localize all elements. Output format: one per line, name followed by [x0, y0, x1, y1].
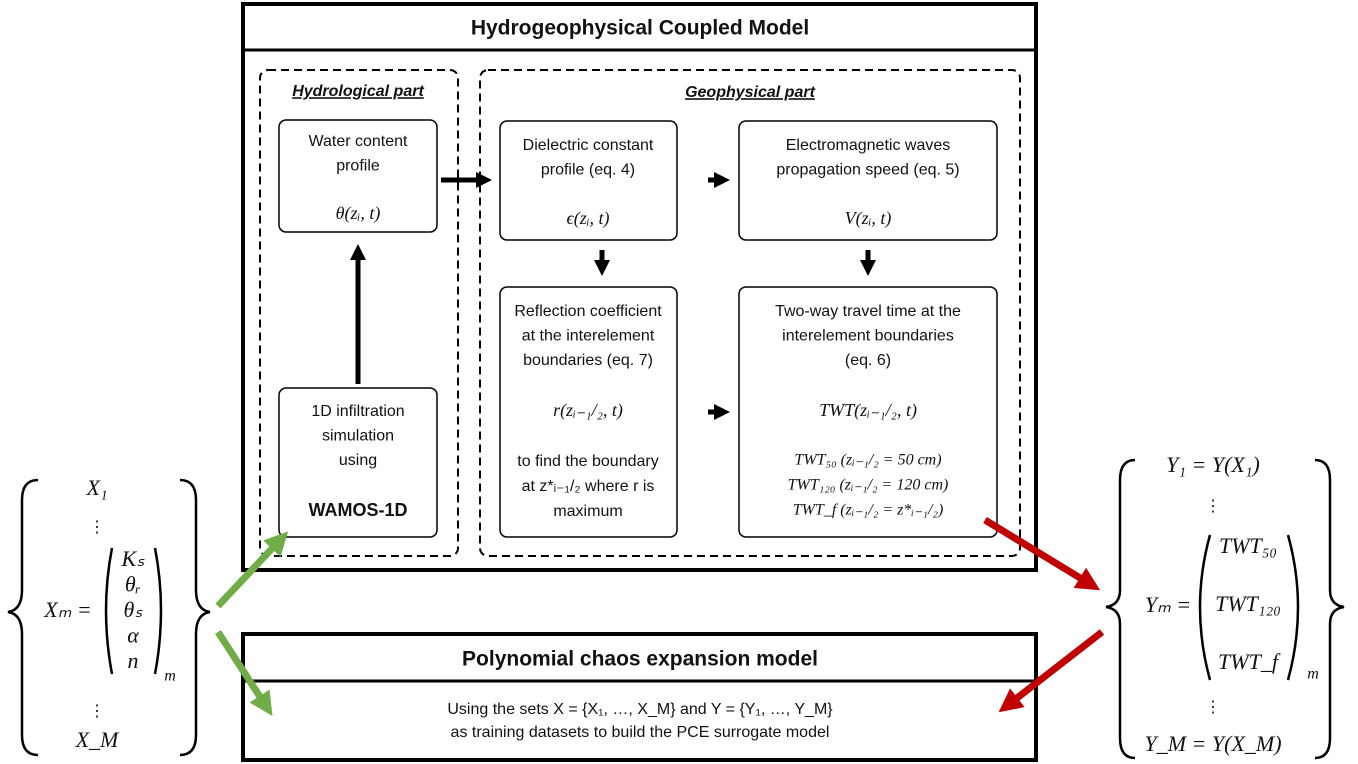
node-emphasis: WAMOS-1D	[309, 500, 408, 520]
node-text: 1D infiltration	[311, 403, 404, 420]
paren	[104, 547, 114, 675]
node-box	[278, 387, 438, 538]
node-note: TWT₅₀ (zᵢ₋₁/₂ = 50 cm)	[794, 452, 941, 469]
node-text: boundaries (eq. 7)	[523, 352, 653, 369]
node-box	[499, 120, 678, 241]
node-note: at z*ᵢ₋₁/₂ where r is	[522, 478, 655, 495]
ellipsis: ⋮	[89, 703, 105, 720]
set-item: X₁	[85, 475, 107, 500]
set-item: Y₁ = Y(X₁)	[1166, 452, 1260, 477]
node-box	[738, 286, 998, 538]
diagram-title: Hydrogeophysical Coupled Model	[471, 17, 809, 40]
vector-index: m	[1307, 666, 1319, 683]
paren	[1286, 534, 1300, 681]
left-brace	[7, 478, 39, 757]
vector-entry: TWT₅₀	[1219, 533, 1277, 558]
node-text: propagation speed (eq. 5)	[776, 162, 959, 179]
ellipsis: ⋮	[1205, 498, 1221, 515]
shapes	[7, 2, 1345, 762]
node-text: Reflection coefficient	[514, 303, 662, 320]
pce-text: Using the sets X = {X₁, …, X_M} and Y = …	[447, 701, 833, 718]
vector-entry: α	[127, 623, 139, 648]
pce-frame	[241, 632, 1038, 762]
vector-entry: n	[128, 648, 139, 673]
node-formula: r(zᵢ₋₁/₂, t)	[553, 400, 623, 421]
node-formula: ϵ(zᵢ, t)	[566, 208, 609, 229]
node-text: interelement boundaries	[782, 328, 954, 345]
node-text: Two-way travel time at the	[775, 303, 961, 320]
set-member: Xₘ =	[43, 597, 92, 622]
ellipsis: ⋮	[89, 519, 105, 536]
pce-title: Polynomial chaos expansion model	[462, 648, 818, 671]
group-label: Hydrological part	[292, 83, 424, 100]
vector-index: m	[164, 668, 176, 685]
pce-text: as training datasets to build the PCE su…	[451, 724, 830, 741]
red-arrow	[983, 517, 1101, 591]
node-formula: TWT(zᵢ₋₁/₂, t)	[819, 400, 917, 421]
red-arrow	[998, 629, 1105, 713]
node-box	[278, 119, 438, 233]
vector-entry: TWT₁₂₀	[1215, 591, 1281, 616]
node-note: to find the boundary	[517, 453, 658, 470]
node-text: Water content	[308, 133, 408, 150]
vector-entry: Kₛ	[121, 546, 146, 571]
green-arrow	[215, 630, 273, 716]
node-note: TWT₁₂₀ (zᵢ₋₁/₂ = 120 cm)	[788, 477, 949, 494]
vector-entry: θᵣ	[125, 572, 141, 597]
node-note: TWT_f (zᵢ₋₁/₂ = z*ᵢ₋₁/₂)	[793, 502, 944, 519]
node-text: (eq. 6)	[845, 352, 891, 369]
node-formula: θ(zᵢ, t)	[336, 203, 381, 224]
paren	[1198, 534, 1212, 681]
vector-entry: θₛ	[123, 597, 143, 622]
node-text: simulation	[322, 428, 394, 445]
node-formula: V(zᵢ, t)	[845, 208, 892, 229]
node-box	[499, 286, 678, 538]
node-text: at the interelement	[522, 328, 655, 345]
hydrological-group	[259, 69, 459, 557]
geophysical-group	[479, 69, 1021, 557]
node-text: profile	[336, 158, 380, 175]
paren	[153, 547, 163, 675]
set-member: Yₘ =	[1145, 592, 1191, 617]
group-label: Geophysical part	[685, 84, 815, 101]
right-brace	[1314, 458, 1345, 760]
left-brace	[1105, 458, 1136, 760]
set-item: Y_M = Y(X_M)	[1144, 731, 1281, 756]
set-item: X_M	[75, 727, 120, 752]
right-brace	[179, 478, 211, 757]
node-text: Electromagnetic waves	[786, 137, 951, 154]
green-arrow	[215, 531, 289, 609]
node-box	[738, 120, 998, 241]
node-note: maximum	[553, 503, 622, 520]
coupled-model-frame	[241, 2, 1038, 572]
node-text: Dielectric constant	[523, 137, 654, 154]
vector-entry: TWT_f	[1218, 649, 1281, 674]
node-text: using	[339, 452, 377, 469]
node-text: profile (eq. 4)	[541, 162, 635, 179]
ellipsis: ⋮	[1205, 699, 1221, 716]
